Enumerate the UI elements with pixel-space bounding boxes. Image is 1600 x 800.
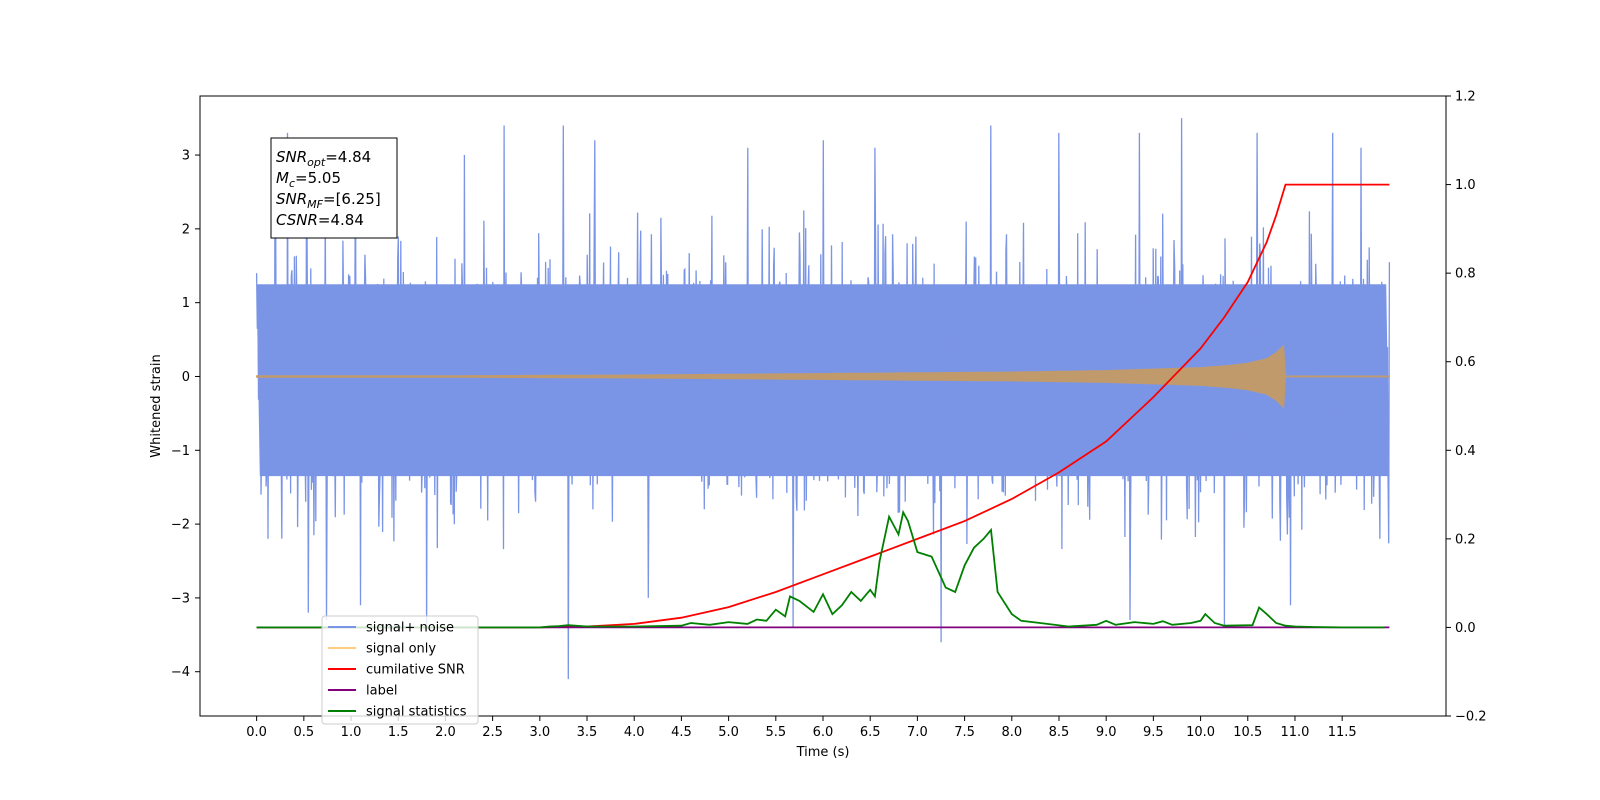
- x-axis: 0.0 0.5 1.0 1.5 2.0 2.5 3.0 3.5 4.0 4.5 5.0 5.5 6.0 6…: [246, 716, 1357, 740]
- y-axis-right: 1.2 1.0 0.8 0.6 0.4 0.2 0.0 −0.2: [1446, 90, 1487, 725]
- x-tick-label: 4.0: [624, 725, 645, 740]
- annotation-frame: [270, 137, 398, 239]
- y-axis-label: Whitened strain: [149, 354, 164, 457]
- y-tick-label: −4: [171, 665, 190, 680]
- signal-only-layer: [256, 344, 1390, 409]
- y-tick-label: −2: [171, 518, 190, 533]
- legend-label: signal+ noise: [366, 621, 454, 636]
- legend-label: cumilative SNR: [366, 663, 465, 678]
- x-tick-label: 1.0: [341, 725, 362, 740]
- x-tick-label: 6.0: [813, 725, 834, 740]
- x-tick-label: 3.0: [529, 725, 550, 740]
- series-line-signal-statistics: [256, 509, 1385, 629]
- x-tick-label: 9.0: [1096, 725, 1117, 740]
- x-tick-label: 0.0: [246, 725, 267, 740]
- x-tick-label: 9.5: [1143, 725, 1164, 740]
- x-tick-label: 7.5: [954, 725, 975, 740]
- y-tick-label: 3: [182, 149, 190, 164]
- legend-label: signal statistics: [366, 705, 467, 720]
- legend: signal+ noise signal only cumilative SNR la…: [321, 615, 479, 725]
- x-tick-label: 0.5: [293, 725, 314, 740]
- annotation-line: CSNR=4.84: [276, 211, 364, 229]
- series-line-cumilative-snr: [256, 183, 1390, 629]
- y2-tick-label: −0.2: [1455, 710, 1487, 725]
- x-tick-label: 6.5: [860, 725, 881, 740]
- y-tick-label: 2: [182, 222, 190, 237]
- y-axis-left: 3 2 1 0 −1 −2 −3 −4: [171, 149, 200, 680]
- series-signal-only-envelope: [256, 344, 1390, 409]
- y2-tick-label: 0.4: [1455, 444, 1476, 459]
- y-tick-label: −1: [171, 444, 190, 459]
- x-tick-label: 3.5: [577, 725, 598, 740]
- y2-tick-label: 0.6: [1455, 355, 1476, 370]
- x-axis-label: Time (s): [796, 745, 850, 760]
- y2-tick-label: 1.0: [1455, 178, 1476, 193]
- x-tick-label: 4.5: [671, 725, 692, 740]
- x-tick-label: 10.5: [1233, 725, 1262, 740]
- legend-label: label: [366, 684, 397, 699]
- y-tick-label: 0: [182, 370, 190, 385]
- x-tick-label: 5.0: [718, 725, 739, 740]
- x-tick-label: 10.0: [1186, 725, 1215, 740]
- x-tick-label: 2.5: [482, 725, 503, 740]
- y-tick-label: 1: [182, 296, 190, 311]
- y2-tick-label: 0.0: [1455, 621, 1476, 636]
- y2-tick-label: 1.2: [1455, 90, 1476, 105]
- annotation-line: Mc=5.05: [276, 169, 341, 190]
- series-signal-noise-line: [255, 118, 1391, 680]
- signal-noise-layer: [255, 118, 1391, 680]
- y2-tick-label: 0.2: [1455, 532, 1476, 547]
- x-tick-label: 8.5: [1049, 725, 1070, 740]
- x-tick-label: 7.0: [907, 725, 928, 740]
- y2-tick-label: 0.8: [1455, 267, 1476, 282]
- legend-label: signal only: [366, 642, 436, 657]
- x-tick-label: 11.0: [1280, 725, 1309, 740]
- x-tick-label: 2.0: [435, 725, 456, 740]
- x-tick-label: 8.0: [1001, 725, 1022, 740]
- x-tick-label: 11.5: [1328, 725, 1357, 740]
- legend-frame: [321, 615, 479, 725]
- x-tick-label: 5.5: [765, 725, 786, 740]
- annotation-line: SNRMF=[6.25]: [276, 190, 381, 211]
- y-tick-label: −3: [171, 591, 190, 606]
- annotation-line: SNRopt=4.84: [276, 148, 371, 169]
- x-tick-label: 1.5: [388, 725, 409, 740]
